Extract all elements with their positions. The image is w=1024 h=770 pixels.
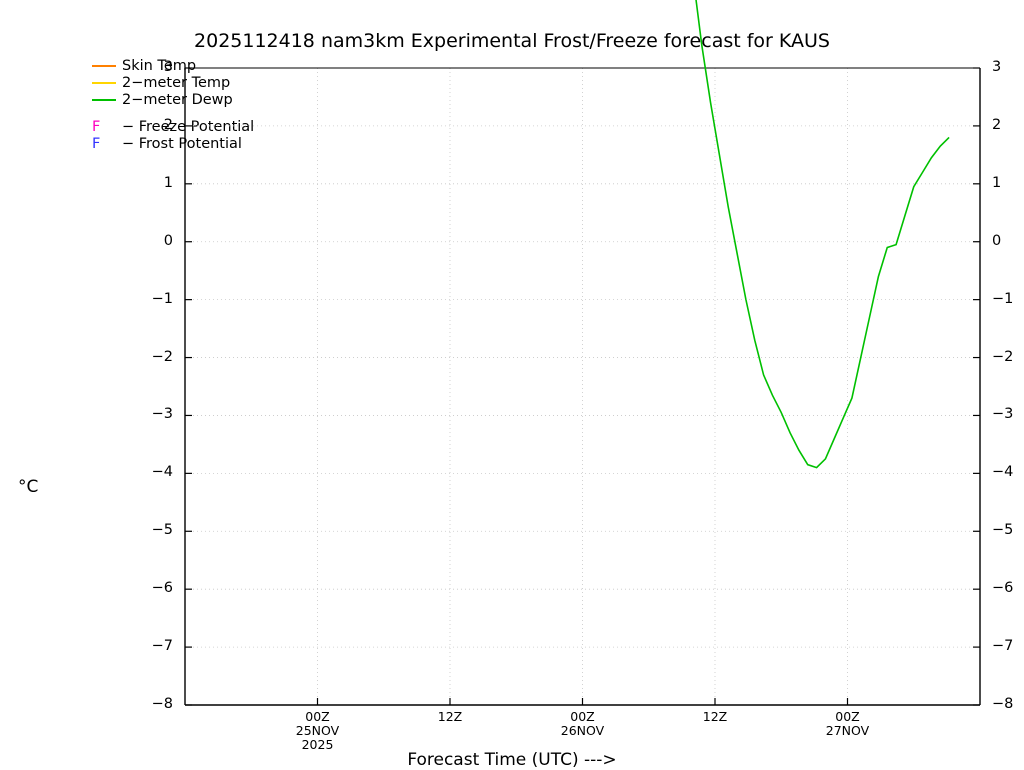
- y-axis-label: °C: [18, 477, 39, 497]
- x-tick-group: 12Z: [390, 710, 510, 724]
- y-tick-label-left: −3: [151, 406, 173, 423]
- series-line-2: [695, 0, 950, 469]
- y-tick-label-left: 3: [163, 59, 173, 75]
- y-tick-label-right: −4: [992, 464, 1014, 481]
- freeze-potential-symbol: F: [92, 119, 101, 136]
- legend-label-skin-temp: Skin Temp: [122, 58, 197, 74]
- legend-item-2m-dewp: 2−meter Dewp: [92, 92, 254, 109]
- x-tick-time: 00Z: [305, 709, 330, 724]
- y-tick-label-right: −2: [992, 348, 1014, 365]
- x-tick-date: 27NOV: [825, 723, 870, 738]
- axis-frame: [184, 67, 981, 706]
- data-series-layer: [695, 0, 950, 469]
- page-title: 2025112418 nam3km Experimental Frost/Fre…: [194, 30, 830, 52]
- x-tick-time: 00Z: [570, 709, 595, 724]
- y-tick-label-left: −6: [151, 580, 173, 597]
- y-tick-label-left: 0: [163, 232, 173, 249]
- x-tick-time: 00Z: [835, 709, 860, 724]
- legend-item-skin-temp: Skin Temp: [92, 58, 254, 75]
- y-tick-label-right: −3: [992, 406, 1014, 423]
- legend-item-freeze-potential: F − Freeze Potential: [92, 119, 254, 136]
- x-tick-group: 00Z 27NOV: [788, 710, 908, 738]
- chart-legend: Skin Temp 2−meter Temp 2−meter Dewp F − …: [92, 58, 254, 153]
- y-tick-label-left: 1: [163, 174, 173, 191]
- legend-swatch-skin-temp: [92, 65, 116, 68]
- y-tick-label-right: −5: [992, 522, 1014, 539]
- x-tick-group: 12Z: [655, 710, 775, 724]
- y-tick-label-right: 1: [992, 174, 1002, 191]
- gridlines: [185, 67, 980, 705]
- y-tick-label-left: −7: [151, 638, 173, 655]
- y-tick-label-right: 3: [992, 59, 1002, 75]
- x-tick-group: 00Z 26NOV: [523, 710, 643, 738]
- frost-potential-symbol: F: [92, 136, 101, 153]
- legend-swatch-2m-dewp: [92, 98, 116, 101]
- y-tick-label-left: 2: [163, 116, 173, 133]
- y-tick-label-right: 0: [992, 232, 1002, 249]
- x-axis-label: Forecast Time (UTC) --->: [407, 750, 617, 770]
- legend-label-frost-potential: − Frost Potential: [122, 136, 242, 153]
- y-tick-label-left: −2: [151, 348, 173, 365]
- y-tick-label-left: −8: [151, 696, 173, 712]
- y-tick-label-left: −1: [151, 290, 173, 307]
- y-tick-label-right: −1: [992, 290, 1014, 307]
- y-tick-label-right: 2: [992, 116, 1002, 133]
- y-tick-label-left: −5: [151, 522, 173, 539]
- x-tick-year: 2025: [301, 737, 334, 752]
- legend-swatch-2m-temp: [92, 82, 116, 85]
- x-tick-date: 25NOV: [295, 723, 340, 738]
- x-tick-date: 26NOV: [560, 723, 605, 738]
- axis-ticks: [185, 67, 980, 706]
- legend-label-2m-temp: 2−meter Temp: [122, 74, 231, 91]
- y-tick-label-right: −8: [992, 696, 1014, 712]
- y-tick-label-right: −6: [992, 580, 1014, 597]
- x-tick-group: 00Z 25NOV 2025: [258, 710, 378, 752]
- legend-item-frost-potential: F − Frost Potential: [92, 136, 254, 153]
- y-tick-label-right: −7: [992, 638, 1014, 655]
- legend-item-2m-temp: 2−meter Temp: [92, 75, 254, 92]
- legend-label-freeze-potential: − Freeze Potential: [122, 119, 255, 136]
- x-tick-time: 12Z: [702, 709, 728, 724]
- legend-label-2m-dewp: 2−meter Dewp: [122, 91, 233, 108]
- x-tick-time: 12Z: [437, 709, 463, 724]
- y-tick-label-left: −4: [151, 464, 173, 481]
